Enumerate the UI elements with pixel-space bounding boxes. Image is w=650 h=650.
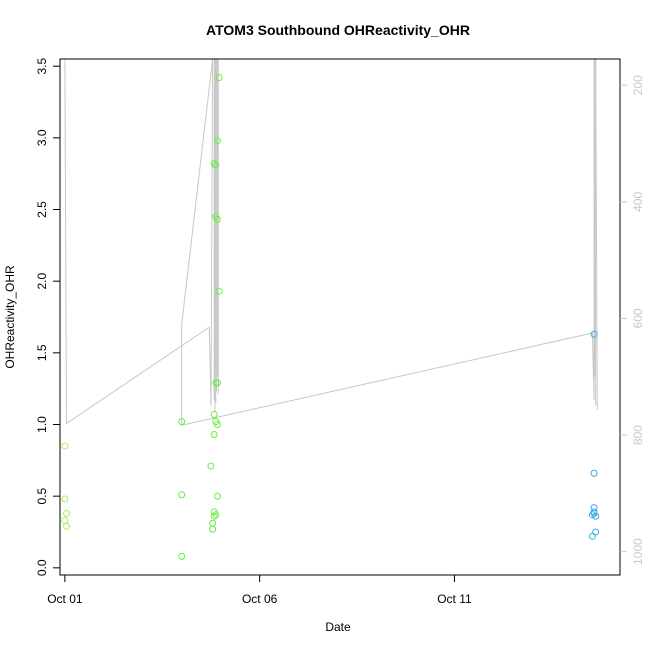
data-point [588,532,596,540]
data-point [215,287,223,295]
data-point [592,512,600,520]
x-tick-label: Oct 01 [47,592,83,606]
chart-title: ATOM3 Southbound OHReactivity_OHR [206,22,470,38]
y-tick-label: 0.0 [35,559,49,576]
y-tick-label: 3.0 [35,129,49,146]
y-tick-label: 2.0 [35,273,49,290]
data-point [210,410,218,418]
y-axis: 0.0 0.5 1.0 1.5 2.0 2.5 3.0 3.5 [35,58,60,576]
data-point [213,421,221,428]
y-tick-label: 3.5 [35,58,49,75]
x-tick-label: Oct 11 [437,592,472,606]
data-point [590,469,598,477]
y2-tick-label: 800 [631,425,645,445]
data-point [62,509,70,517]
y2-tick-label: 200 [631,75,645,95]
x-axis: Oct 01 Oct 06 Oct 11 [47,575,472,606]
x-axis-label: Date [325,620,351,634]
data-point [210,160,218,168]
data-point [178,552,186,560]
altitude-trace-line [64,58,598,426]
secondary-y-axis: 200 400 600 800 1000 [620,75,645,565]
x-tick-label: Oct 06 [242,592,278,606]
data-point [210,512,218,520]
data-point [212,161,220,169]
y-tick-label: 2.5 [35,201,49,218]
data-point [212,511,220,519]
data-point [61,495,69,503]
data-point [592,528,600,536]
data-point [62,522,70,530]
y2-tick-label: 1000 [631,538,645,565]
data-point [590,330,598,338]
data-point [588,511,596,519]
data-point [61,442,69,450]
data-point [213,492,221,500]
data-point [178,491,186,499]
data-points-layer [61,74,600,560]
y-tick-label: 1.5 [35,344,49,361]
data-point [213,137,221,145]
y-tick-label: 0.5 [35,488,49,505]
y2-tick-label: 400 [631,192,645,212]
data-point [209,519,217,527]
data-point [215,74,223,82]
data-point [207,462,215,470]
data-point [178,418,186,426]
data-point [213,379,221,387]
altitude-trace-layer [64,58,598,426]
plot-frame [59,58,621,576]
data-point [61,517,69,525]
y2-tick-label: 600 [631,308,645,328]
data-point [209,525,217,533]
y-tick-label: 1.0 [35,416,49,433]
data-point [213,216,221,224]
data-point [210,431,218,439]
y-axis-label: OHReactivity_OHR [3,265,17,369]
